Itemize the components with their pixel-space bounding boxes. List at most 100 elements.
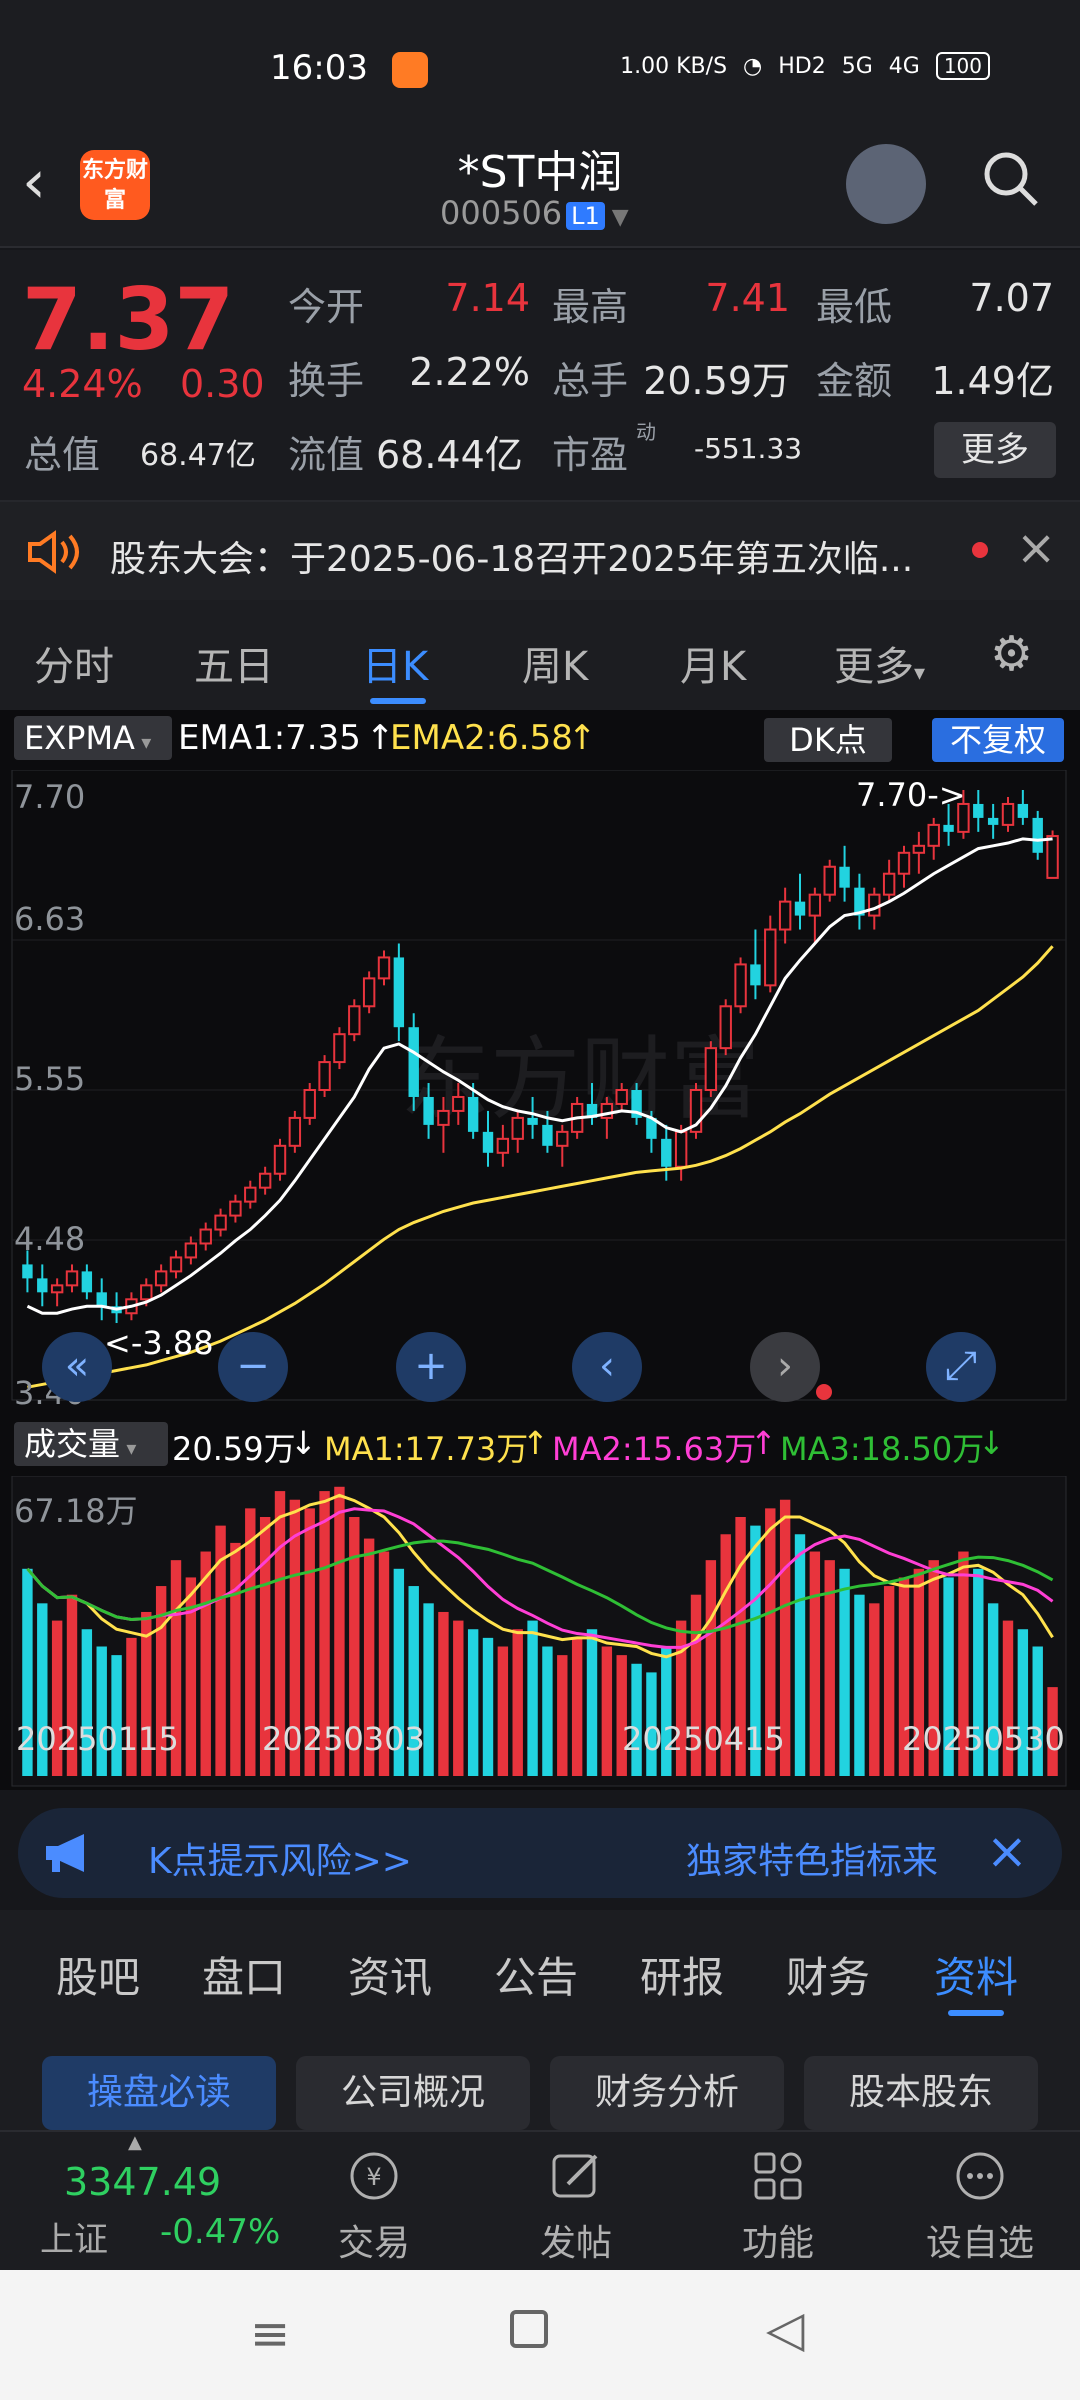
app-logo[interactable]: 东方财富: [80, 150, 150, 220]
index-change: -0.47%: [160, 2212, 281, 2252]
fullscreen-button[interactable]: ⤢: [926, 1332, 996, 1402]
candle-body: [22, 1264, 33, 1279]
back-icon[interactable]: ‹: [22, 147, 46, 217]
candle-body: [1046, 835, 1059, 879]
subtab-company-overview[interactable]: 公司概况: [296, 2056, 530, 2130]
candle-body: [631, 1090, 642, 1118]
tab-profile[interactable]: 资料: [934, 1953, 1019, 2002]
tab-finance[interactable]: 财务: [786, 1953, 871, 2002]
subtab-financial-analysis[interactable]: 财务分析: [550, 2056, 784, 2130]
candle-body: [957, 802, 970, 833]
tab-announcements[interactable]: 公告: [494, 1953, 579, 2002]
volume-bar: [170, 1560, 182, 1776]
ema1-line: [26, 837, 1053, 1315]
candle-body: [719, 1005, 732, 1050]
candle: [452, 1083, 465, 1125]
price-panel: 东方财富: [11, 770, 1067, 1401]
close-icon[interactable]: ×: [986, 1822, 1028, 1880]
back-nav-icon[interactable]: ◁: [766, 2300, 805, 2358]
trade-button[interactable]: ¥ 交易: [314, 2148, 434, 2266]
close-icon[interactable]: ×: [1016, 520, 1057, 576]
candle: [362, 971, 376, 1014]
volume-bar: [869, 1603, 880, 1776]
stock-code-row[interactable]: 000506 L1 ▼: [440, 194, 629, 232]
adjust-mode-button[interactable]: 不复权: [932, 718, 1064, 762]
tab-intraday[interactable]: 分时: [34, 644, 114, 690]
volume-bar: [1032, 1646, 1043, 1776]
indicator-dropdown[interactable]: EXPMA ▾: [14, 716, 172, 760]
candle-body: [169, 1256, 183, 1273]
level-badge: L1: [566, 202, 605, 230]
volume-bar: [913, 1568, 925, 1776]
candle-body: [214, 1214, 227, 1231]
volume-bar: [705, 1560, 717, 1776]
volume-indicator-dropdown[interactable]: 成交量 ▾: [14, 1422, 168, 1466]
scroll-right-button[interactable]: ›: [750, 1332, 820, 1402]
tab-five-day[interactable]: 五日: [194, 644, 274, 690]
assistant-robot-icon[interactable]: [846, 144, 926, 224]
functions-button[interactable]: 功能: [718, 2148, 838, 2266]
candle-body: [258, 1172, 272, 1189]
wifi-icon: ◔: [743, 53, 763, 79]
candle-body: [288, 1116, 302, 1147]
candle-body: [674, 1130, 688, 1168]
ma1-arrow: ↑: [522, 1424, 549, 1462]
ma2-arrow: ↑: [750, 1424, 777, 1462]
profile-subtabs: 操盘必读 公司概况 财务分析 股本股东: [0, 2030, 1080, 2130]
gear-icon[interactable]: ⚙: [990, 626, 1034, 682]
index-value[interactable]: 3347.49: [64, 2160, 222, 2204]
tab-pankou[interactable]: 盘口: [202, 1953, 287, 2002]
zoom-in-button[interactable]: +: [396, 1332, 466, 1402]
candle: [882, 859, 896, 902]
candle-body: [437, 1109, 450, 1126]
candle: [556, 1124, 569, 1167]
candle: [258, 1166, 272, 1195]
active-tab-indicator: [370, 698, 426, 704]
candle-body: [318, 1061, 331, 1091]
battery-icon: 100: [935, 52, 990, 80]
candle-body: [527, 1117, 538, 1125]
search-icon[interactable]: [980, 148, 1040, 208]
volume-arrow: ↓: [290, 1424, 317, 1462]
tab-weekly-k[interactable]: 周K: [522, 644, 589, 690]
candle-body: [81, 1271, 93, 1293]
candle: [244, 1180, 257, 1209]
fast-back-button[interactable]: «: [42, 1332, 112, 1402]
volume-bar: [96, 1646, 107, 1776]
tab-news[interactable]: 资讯: [348, 1953, 433, 2002]
caret-up-icon[interactable]: ▲: [128, 2132, 142, 2153]
volume-bar: [259, 1516, 271, 1776]
candle: [50, 1278, 64, 1307]
post-button[interactable]: 发帖: [516, 2148, 636, 2266]
tab-guba[interactable]: 股吧: [56, 1953, 141, 2002]
candle-body: [615, 1089, 628, 1105]
low-value: 7.07: [969, 276, 1054, 320]
tab-more[interactable]: 更多▾: [834, 634, 925, 692]
kline-chart[interactable]: EXPMA ▾ EMA1:7.35 ↑ EMA2:6.58 ↑ DK点 不复权 …: [0, 710, 1080, 1790]
subtab-shareholders[interactable]: 股本股东: [804, 2056, 1038, 2130]
zoom-out-button[interactable]: −: [218, 1332, 288, 1402]
edit-icon: [552, 2154, 598, 2198]
volume-bar: [349, 1516, 360, 1776]
price-panel-border: [11, 770, 1067, 1401]
add-watchlist-button[interactable]: 设自选: [920, 2148, 1040, 2266]
unread-dot: [972, 542, 988, 558]
notice-banner[interactable]: 股东大会：于2025-06-18召开2025年第五次临... ×: [0, 500, 1080, 600]
tab-research[interactable]: 研报: [640, 1953, 725, 2002]
volume-bar: [987, 1603, 999, 1776]
dk-point-button[interactable]: DK点: [764, 718, 892, 762]
home-icon[interactable]: [510, 2310, 548, 2348]
volume-bar: [274, 1491, 286, 1776]
promo-banner[interactable]: K点提示风险>> 独家特色指标来 ×: [18, 1808, 1062, 1898]
scroll-left-button[interactable]: ‹: [572, 1332, 642, 1402]
tab-daily-k[interactable]: 日K: [362, 644, 429, 690]
candle: [823, 859, 836, 902]
candle: [912, 831, 926, 874]
volume-bar: [883, 1586, 895, 1776]
more-button[interactable]: 更多: [934, 422, 1056, 478]
volume-bar: [512, 1629, 523, 1776]
tab-monthly-k[interactable]: 月K: [680, 644, 747, 690]
subtab-must-read[interactable]: 操盘必读: [42, 2056, 276, 2130]
volume-bar: [393, 1568, 405, 1776]
menu-icon[interactable]: ≡: [250, 2306, 291, 2362]
